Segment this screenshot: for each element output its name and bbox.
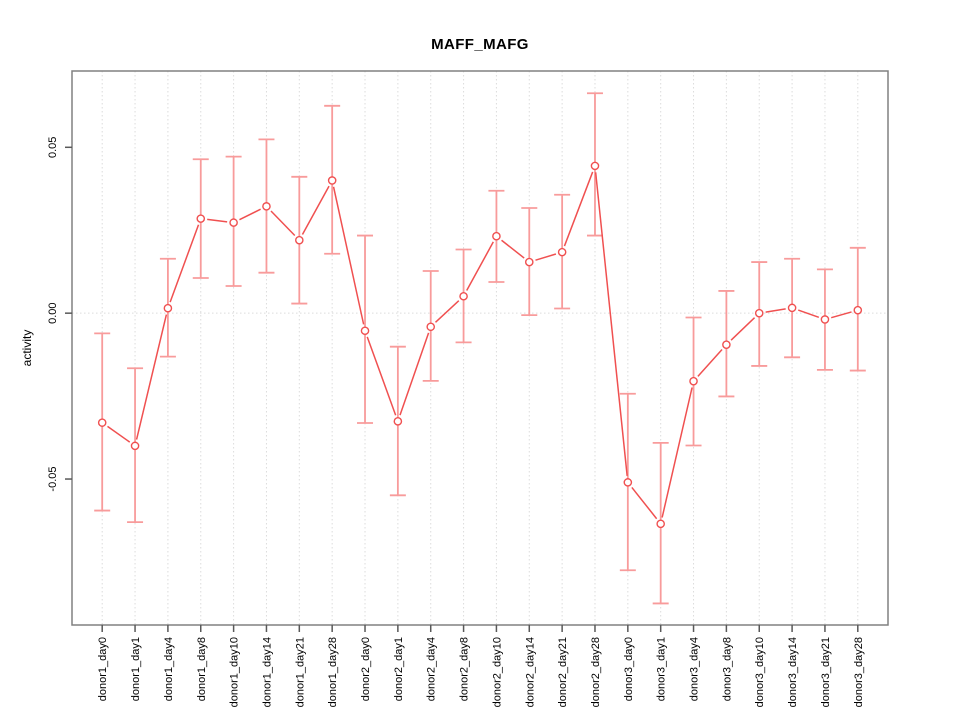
- x-tick-label: donor1_day8: [196, 637, 208, 701]
- line-segment: [563, 171, 594, 247]
- x-tick-label: donor2_day28: [590, 637, 602, 707]
- x-tick-label: donor1_day28: [327, 637, 339, 707]
- data-point: [787, 303, 797, 313]
- line-segment: [765, 308, 786, 313]
- line-segment: [399, 332, 430, 416]
- line-segment: [535, 253, 557, 261]
- x-tick-label: donor2_day8: [459, 637, 471, 701]
- data-point: [163, 303, 173, 313]
- line-segment: [697, 349, 723, 377]
- line-segment: [135, 314, 168, 440]
- data-point: [327, 176, 337, 185]
- y-axis: -0.05 0.00 0.05: [47, 137, 72, 492]
- data-point: [196, 214, 206, 223]
- line-segment: [239, 208, 261, 221]
- x-tick-label: donor2_day1: [393, 637, 405, 701]
- data-point: [459, 291, 468, 301]
- data-point: [295, 235, 304, 245]
- y-tick-label: 0.00: [47, 302, 59, 323]
- line-segment: [730, 317, 756, 341]
- x-tick-label: donor3_day4: [689, 637, 701, 701]
- line-segment: [501, 239, 525, 259]
- chart-title: MAFF_MAFG: [431, 36, 529, 53]
- x-tick-label: donor3_day8: [721, 637, 733, 701]
- line-segment: [169, 224, 200, 303]
- y-tick-label: 0.05: [47, 137, 59, 158]
- gridlines: [72, 71, 888, 625]
- x-tick-label: donor1_day1: [130, 637, 142, 701]
- data-point: [623, 478, 633, 487]
- series-line: [107, 171, 852, 520]
- data-point: [130, 441, 140, 451]
- x-tick-label: donor3_day0: [623, 637, 635, 701]
- line-segment: [270, 210, 296, 237]
- line-segment: [594, 172, 628, 476]
- x-tick-label: donor2_day14: [524, 637, 536, 707]
- y-axis-title: activity: [20, 329, 34, 367]
- x-tick-label: donor2_day4: [426, 637, 438, 701]
- x-tick-label: donor1_day0: [97, 637, 109, 701]
- data-point: [689, 376, 698, 386]
- line-segment: [301, 185, 330, 235]
- y-tick-label: -0.05: [47, 466, 59, 491]
- line-segment: [466, 241, 494, 291]
- x-tick-label: donor3_day14: [787, 637, 799, 707]
- data-point: [656, 519, 665, 529]
- x-tick-label: donor1_day10: [229, 637, 241, 707]
- x-tick-label: donor2_day0: [360, 637, 372, 701]
- plot-box: [71, 70, 889, 626]
- error-bars: [94, 92, 866, 605]
- data-point: [754, 308, 764, 318]
- line-segment: [631, 486, 658, 520]
- data-point: [492, 231, 501, 241]
- x-tick-label: donor2_day10: [491, 637, 503, 707]
- line-segment: [797, 309, 820, 319]
- data-point: [393, 417, 403, 426]
- x-tick-label: donor1_day21: [294, 637, 306, 707]
- x-tick-label: donor1_day4: [163, 637, 175, 701]
- data-point: [722, 340, 731, 349]
- line-segment: [207, 218, 228, 223]
- line-segment: [434, 300, 460, 323]
- x-tick-label: donor2_day21: [557, 637, 569, 707]
- x-tick-label: donor3_day10: [754, 637, 766, 707]
- data-point: [853, 305, 863, 315]
- data-point: [262, 202, 271, 211]
- x-tick-label: donor1_day14: [261, 637, 273, 707]
- line-segment: [661, 387, 693, 518]
- data-point: [590, 161, 600, 171]
- data-point: [557, 247, 567, 257]
- x-axis: donor1_day0 donor1_day1 donor1_day4 donor1_…: [97, 625, 865, 707]
- x-tick-label: donor3_day1: [656, 637, 668, 701]
- line-segment: [830, 311, 852, 319]
- data-point: [360, 326, 370, 336]
- data-points: [97, 161, 863, 529]
- line-segment: [332, 186, 365, 325]
- data-point: [229, 218, 238, 227]
- x-tick-label: donor3_day28: [853, 637, 865, 707]
- x-tick-label: donor3_day21: [820, 637, 832, 707]
- data-point: [820, 315, 830, 324]
- data-point: [97, 418, 107, 427]
- data-point: [426, 322, 436, 332]
- data-point: [524, 257, 534, 267]
- line-segment: [366, 336, 397, 416]
- line-segment: [107, 425, 131, 443]
